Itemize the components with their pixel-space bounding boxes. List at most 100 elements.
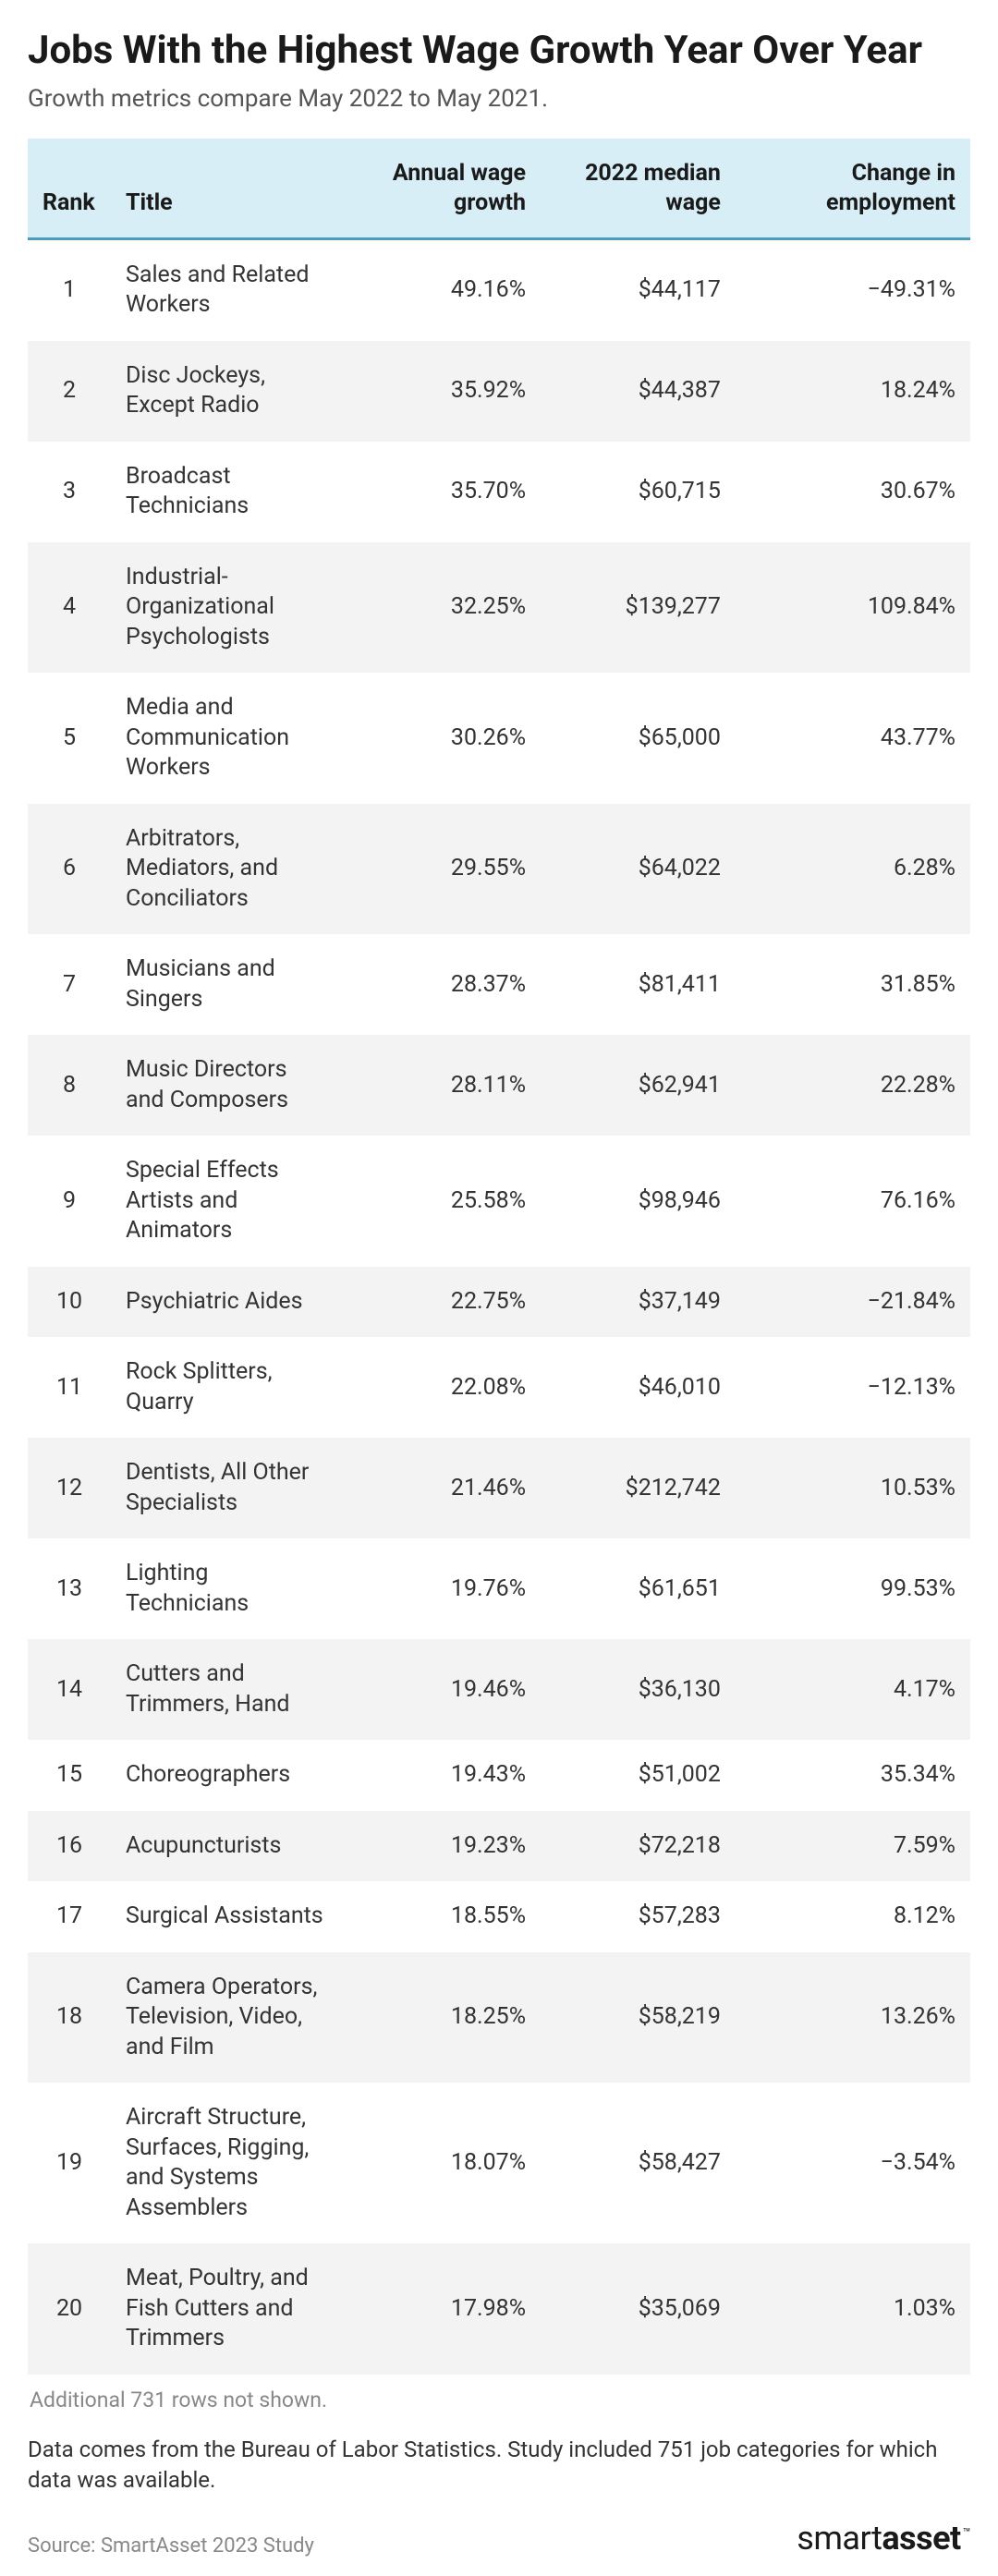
cell-change: 4.17% — [736, 1639, 970, 1740]
cell-change: 18.24% — [736, 341, 970, 442]
cell-median: $139,277 — [541, 542, 736, 674]
smartasset-logo: smartasset™ — [797, 2519, 970, 2558]
table-row: 7Musicians and Singers28.37%$81,41131.85… — [28, 934, 970, 1035]
table-row: 6Arbitrators, Mediators, and Conciliator… — [28, 804, 970, 935]
cell-title: Broadcast Technicians — [111, 442, 342, 542]
cell-change: −3.54% — [736, 2083, 970, 2243]
cell-rank: 15 — [28, 1740, 111, 1811]
cell-change: 30.67% — [736, 442, 970, 542]
cell-median: $98,946 — [541, 1136, 736, 1267]
cell-rank: 5 — [28, 673, 111, 804]
table-row: 10Psychiatric Aides22.75%$37,149−21.84% — [28, 1267, 970, 1338]
cell-title: Arbitrators, Mediators, and Conciliators — [111, 804, 342, 935]
cell-title: Aircraft Structure, Surfaces, Rigging, a… — [111, 2083, 342, 2243]
cell-title: Choreographers — [111, 1740, 342, 1811]
page-subtitle: Growth metrics compare May 2022 to May 2… — [28, 85, 970, 113]
cell-rank: 1 — [28, 238, 111, 341]
cell-title: Camera Operators, Television, Video, and… — [111, 1952, 342, 2084]
cell-title: Industrial-Organizational Psychologists — [111, 542, 342, 674]
footer-bar: Source: SmartAsset 2023 Study smartasset… — [28, 2519, 970, 2558]
cell-median: $35,069 — [541, 2243, 736, 2375]
data-source-note: Data comes from the Bureau of Labor Stat… — [28, 2435, 970, 2497]
table-row: 19Aircraft Structure, Surfaces, Rigging,… — [28, 2083, 970, 2243]
cell-title: Rock Splitters, Quarry — [111, 1337, 342, 1438]
table-row: 20Meat, Poultry, and Fish Cutters and Tr… — [28, 2243, 970, 2375]
cell-growth: 19.76% — [342, 1538, 541, 1639]
cell-median: $44,117 — [541, 238, 736, 341]
cell-title: Media and Communication Workers — [111, 673, 342, 804]
table-row: 13Lighting Technicians19.76%$61,65199.53… — [28, 1538, 970, 1639]
cell-growth: 32.25% — [342, 542, 541, 674]
cell-title: Dentists, All Other Specialists — [111, 1438, 342, 1538]
table-row: 4Industrial-Organizational Psychologists… — [28, 542, 970, 674]
cell-rank: 14 — [28, 1639, 111, 1740]
table-row: 18Camera Operators, Television, Video, a… — [28, 1952, 970, 2084]
cell-change: 10.53% — [736, 1438, 970, 1538]
table-header-row: Rank Title Annual wage growth 2022 media… — [28, 139, 970, 238]
cell-title: Musicians and Singers — [111, 934, 342, 1035]
cell-change: 99.53% — [736, 1538, 970, 1639]
logo-tm: ™ — [963, 2526, 970, 2541]
cell-growth: 22.75% — [342, 1267, 541, 1338]
cell-median: $65,000 — [541, 673, 736, 804]
cell-median: $51,002 — [541, 1740, 736, 1811]
cell-rank: 6 — [28, 804, 111, 935]
cell-rank: 16 — [28, 1811, 111, 1882]
cell-growth: 19.43% — [342, 1740, 541, 1811]
cell-rank: 20 — [28, 2243, 111, 2375]
cell-growth: 35.92% — [342, 341, 541, 442]
cell-change: 43.77% — [736, 673, 970, 804]
cell-median: $44,387 — [541, 341, 736, 442]
page-title: Jobs With the Highest Wage Growth Year O… — [28, 28, 970, 74]
cell-median: $61,651 — [541, 1538, 736, 1639]
cell-title: Cutters and Trimmers, Hand — [111, 1639, 342, 1740]
table-row: 5Media and Communication Workers30.26%$6… — [28, 673, 970, 804]
cell-growth: 18.07% — [342, 2083, 541, 2243]
cell-growth: 18.55% — [342, 1881, 541, 1952]
table-row: 11Rock Splitters, Quarry22.08%$46,010−12… — [28, 1337, 970, 1438]
cell-change: −21.84% — [736, 1267, 970, 1338]
cell-rank: 9 — [28, 1136, 111, 1267]
cell-rank: 4 — [28, 542, 111, 674]
cell-title: Special Effects Artists and Animators — [111, 1136, 342, 1267]
cell-change: −49.31% — [736, 238, 970, 341]
cell-change: 1.03% — [736, 2243, 970, 2375]
cell-title: Acupuncturists — [111, 1811, 342, 1882]
cell-median: $58,219 — [541, 1952, 736, 2084]
source-credit: Source: SmartAsset 2023 Study — [28, 2534, 314, 2558]
col-title: Title — [111, 139, 342, 238]
cell-rank: 18 — [28, 1952, 111, 2084]
cell-title: Lighting Technicians — [111, 1538, 342, 1639]
cell-growth: 28.11% — [342, 1035, 541, 1136]
col-rank: Rank — [28, 139, 111, 238]
cell-rank: 7 — [28, 934, 111, 1035]
cell-growth: 29.55% — [342, 804, 541, 935]
table-row: 1Sales and Related Workers49.16%$44,117−… — [28, 238, 970, 341]
table-row: 14Cutters and Trimmers, Hand19.46%$36,13… — [28, 1639, 970, 1740]
more-rows-note: Additional 731 rows not shown. — [28, 2375, 970, 2435]
cell-rank: 3 — [28, 442, 111, 542]
cell-change: 13.26% — [736, 1952, 970, 2084]
cell-growth: 22.08% — [342, 1337, 541, 1438]
cell-rank: 13 — [28, 1538, 111, 1639]
cell-rank: 11 — [28, 1337, 111, 1438]
col-growth: Annual wage growth — [342, 139, 541, 238]
col-median: 2022 median wage — [541, 139, 736, 238]
cell-median: $64,022 — [541, 804, 736, 935]
table-row: 8Music Directors and Composers28.11%$62,… — [28, 1035, 970, 1136]
cell-title: Psychiatric Aides — [111, 1267, 342, 1338]
cell-title: Disc Jockeys, Except Radio — [111, 341, 342, 442]
cell-change: 6.28% — [736, 804, 970, 935]
cell-title: Surgical Assistants — [111, 1881, 342, 1952]
wage-growth-table: Rank Title Annual wage growth 2022 media… — [28, 139, 970, 2375]
cell-median: $57,283 — [541, 1881, 736, 1952]
table-row: 17Surgical Assistants18.55%$57,2838.12% — [28, 1881, 970, 1952]
cell-title: Meat, Poultry, and Fish Cutters and Trim… — [111, 2243, 342, 2375]
col-change: Change in employment — [736, 139, 970, 238]
logo-part2: asset — [882, 2519, 960, 2558]
cell-change: 31.85% — [736, 934, 970, 1035]
cell-change: 22.28% — [736, 1035, 970, 1136]
cell-median: $58,427 — [541, 2083, 736, 2243]
cell-change: −12.13% — [736, 1337, 970, 1438]
cell-rank: 2 — [28, 341, 111, 442]
